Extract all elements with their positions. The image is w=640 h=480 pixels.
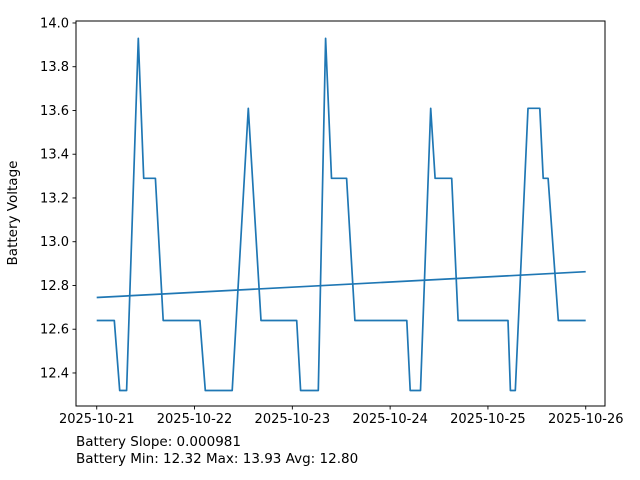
x-tick-label: 2025-10-23 [255,412,331,427]
battery-voltage-line [96,37,586,392]
y-tick-label: 13.0 [40,235,69,250]
x-tick-label: 2025-10-24 [352,412,428,427]
y-tick-label: 14.0 [40,16,69,31]
y-tick-label: 13.4 [40,148,69,163]
x-tick-label: 2025-10-21 [59,412,135,427]
slope-annotation: Battery Slope: 0.000981 [76,434,241,450]
y-tick-label: 13.2 [40,191,69,206]
battery-trend-line [96,270,586,299]
plot-frame [75,20,606,407]
x-tick-label: 2025-10-26 [548,412,624,427]
y-tick-label: 12.4 [40,366,69,381]
y-axis-label: Battery Voltage [5,161,21,266]
y-tick-label: 13.8 [40,60,69,75]
plot-area: 12.4 12.6 12.8 13.0 13.2 13.4 13.6 13.8 14.0 2025… [40,16,623,427]
x-tick-label: 2025-10-22 [157,412,233,427]
y-tick-label: 12.6 [40,323,69,338]
y-tick-label: 13.6 [40,104,69,119]
y-tick-label: 12.8 [40,279,69,294]
x-tick-label: 2025-10-25 [450,412,526,427]
stats-annotation: Battery Min: 12.32 Max: 13.93 Avg: 12.80 [76,451,358,467]
